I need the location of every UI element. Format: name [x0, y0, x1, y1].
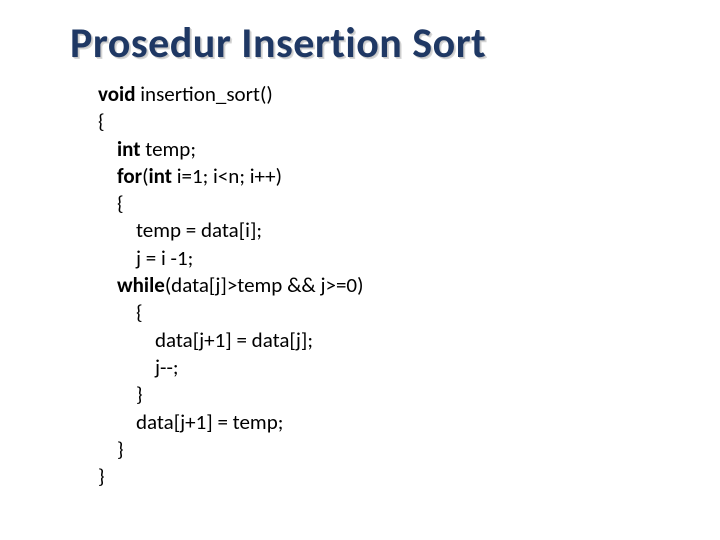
code-text: } [98, 463, 105, 489]
code-line: data[j+1] = temp; [98, 409, 650, 436]
code-text: i=1; i<n; i++) [172, 163, 282, 189]
code-line: { [98, 108, 650, 135]
code-indent [98, 163, 117, 189]
code-keyword: int [117, 136, 141, 162]
code-text: data[j+1] = temp; [136, 409, 283, 435]
code-keyword: for [117, 163, 142, 189]
code-line: } [98, 436, 650, 463]
code-text: j--; [155, 354, 179, 380]
code-line: j--; [98, 354, 650, 381]
code-text: { [117, 190, 124, 216]
slide-content: Prosedur Insertion Sort void insertion_s… [0, 0, 720, 540]
code-indent [98, 409, 136, 435]
code-indent [98, 272, 117, 298]
code-indent [98, 436, 117, 462]
code-text: temp = data[i]; [136, 217, 262, 243]
code-line: j = i -1; [98, 245, 650, 272]
slide-title: Prosedur Insertion Sort [70, 18, 650, 69]
code-indent [98, 190, 117, 216]
code-indent [98, 217, 136, 243]
code-line: void insertion_sort() [98, 81, 650, 108]
code-text: temp; [141, 136, 196, 162]
code-text: insertion_sort() [135, 81, 272, 107]
code-text: j = i -1; [136, 245, 193, 271]
code-line: temp = data[i]; [98, 217, 650, 244]
code-indent [98, 299, 136, 325]
code-line: for(int i=1; i<n; i++) [98, 163, 650, 190]
code-text: } [117, 436, 124, 462]
code-line: { [98, 299, 650, 326]
code-text: } [136, 381, 143, 407]
code-line: } [98, 381, 650, 408]
code-line: { [98, 190, 650, 217]
code-keyword: while [117, 272, 165, 298]
code-indent [98, 136, 117, 162]
code-indent [98, 354, 155, 380]
code-text: { [98, 108, 105, 134]
code-line: data[j+1] = data[j]; [98, 327, 650, 354]
code-text: data[j+1] = data[j]; [155, 327, 313, 353]
code-line: int temp; [98, 136, 650, 163]
code-indent [98, 327, 155, 353]
code-keyword: int [148, 163, 172, 189]
code-block: void insertion_sort(){ int temp; for(int… [70, 81, 650, 490]
code-indent [98, 381, 136, 407]
code-indent [98, 245, 136, 271]
code-keyword: void [98, 81, 135, 107]
code-line: } [98, 463, 650, 490]
code-line: while(data[j]>temp && j>=0) [98, 272, 650, 299]
code-text: (data[j]>temp && j>=0) [165, 272, 364, 298]
code-text: { [136, 299, 143, 325]
